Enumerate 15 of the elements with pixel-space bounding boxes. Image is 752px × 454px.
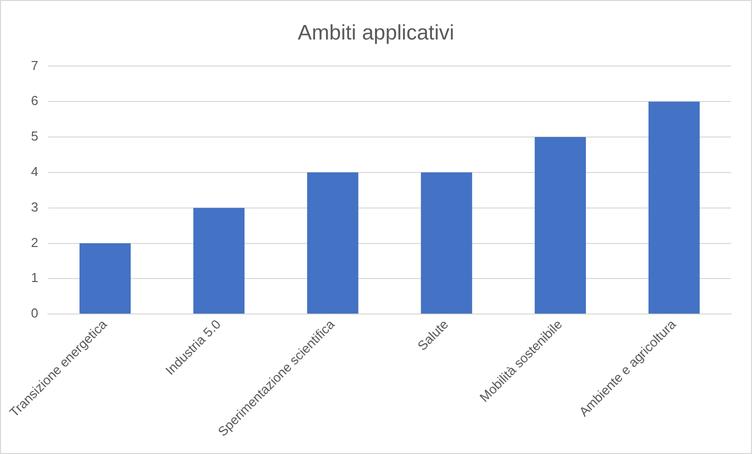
- y-tick-label: 6: [30, 93, 38, 108]
- y-tick-label: 2: [30, 234, 38, 250]
- y-tick-label: 0: [30, 306, 38, 321]
- chart-title: Ambiti applicativi: [298, 21, 454, 44]
- bar: [307, 172, 358, 314]
- y-tick-label: 4: [30, 164, 38, 180]
- bar: [193, 208, 245, 314]
- bar: [420, 172, 472, 314]
- bar: [648, 102, 700, 314]
- y-tick-label: 1: [30, 270, 38, 286]
- bar: [534, 137, 586, 314]
- y-tick-label: 5: [30, 128, 38, 144]
- y-tick-label: 3: [30, 199, 38, 214]
- y-tick-label: 7: [30, 58, 38, 73]
- bar: [80, 243, 131, 314]
